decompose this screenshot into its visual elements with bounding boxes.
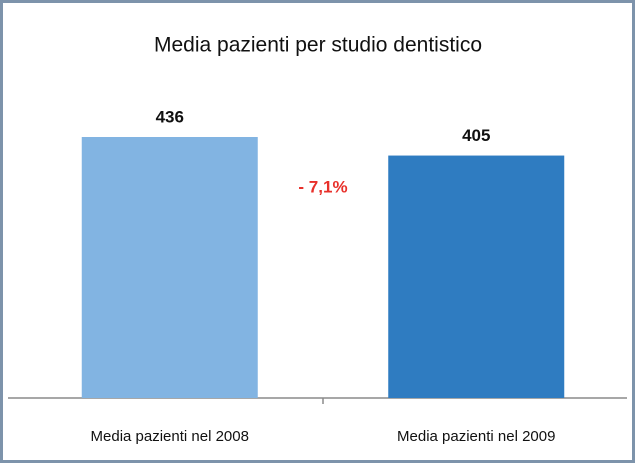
- bar: [81, 137, 258, 398]
- value-label: 436: [156, 107, 184, 126]
- bar: [388, 155, 565, 398]
- value-label: 405: [462, 126, 490, 145]
- annotation: - 7,1%: [298, 177, 347, 196]
- chart-title: Media pazienti per studio dentistico: [154, 34, 482, 57]
- x-tick-label: Media pazienti nel 2009: [397, 428, 555, 445]
- x-tick-label: Media pazienti nel 2008: [91, 428, 249, 445]
